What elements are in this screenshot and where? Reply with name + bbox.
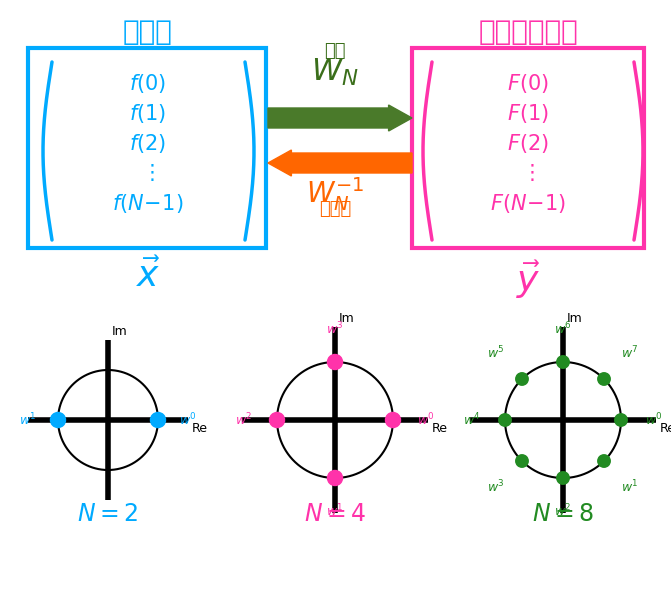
Text: $w^0$: $w^0$	[646, 412, 663, 428]
Text: $w^0$: $w^0$	[179, 412, 197, 428]
Text: $w^3$: $w^3$	[487, 478, 505, 495]
Text: $w^4$: $w^4$	[463, 412, 480, 428]
Polygon shape	[268, 105, 412, 131]
Text: $f(2)$: $f(2)$	[130, 132, 166, 155]
Text: $\vec{y}$: $\vec{y}$	[515, 258, 540, 301]
Point	[615, 415, 626, 425]
Text: $N=2$: $N=2$	[77, 503, 139, 526]
Text: $F(N\!-\!1)$: $F(N\!-\!1)$	[490, 192, 566, 215]
Bar	[412, 48, 644, 248]
Point	[388, 415, 399, 425]
Point	[272, 415, 282, 425]
Text: $W_N^{-1}$: $W_N^{-1}$	[306, 175, 364, 213]
Point	[329, 473, 340, 483]
Text: $F(1)$: $F(1)$	[507, 102, 549, 125]
Text: $f(0)$: $f(0)$	[130, 72, 166, 95]
Text: Im: Im	[339, 312, 355, 325]
Text: $\vdots$: $\vdots$	[141, 162, 155, 183]
Text: Re: Re	[660, 422, 671, 435]
Text: $w^2$: $w^2$	[554, 502, 572, 519]
Text: $F(0)$: $F(0)$	[507, 72, 549, 95]
Point	[558, 357, 568, 366]
Point	[558, 473, 568, 483]
Text: フーリエ変数: フーリエ変数	[478, 18, 578, 46]
Point	[599, 456, 609, 466]
Text: $w^1$: $w^1$	[621, 478, 639, 495]
Text: 実変数: 実変数	[123, 18, 173, 46]
Text: Re: Re	[432, 422, 448, 435]
Text: $N=4$: $N=4$	[304, 503, 366, 526]
Polygon shape	[268, 150, 412, 176]
Point	[599, 374, 609, 384]
Text: $w^6$: $w^6$	[554, 321, 572, 337]
Text: $w^0$: $w^0$	[417, 412, 435, 428]
Text: $W_N$: $W_N$	[311, 57, 359, 88]
Text: $w^3$: $w^3$	[326, 321, 344, 337]
Text: $w^1$: $w^1$	[19, 412, 37, 428]
Text: $\vdots$: $\vdots$	[521, 162, 535, 183]
Text: $w^7$: $w^7$	[621, 345, 639, 362]
Text: $w^5$: $w^5$	[487, 345, 505, 362]
Text: $w^2$: $w^2$	[236, 412, 253, 428]
Text: $\vec{x}$: $\vec{x}$	[136, 258, 160, 294]
Text: $N=8$: $N=8$	[532, 503, 594, 526]
Point	[517, 374, 527, 384]
Text: $f(1)$: $f(1)$	[130, 102, 166, 125]
Bar	[28, 48, 266, 248]
Text: $F(2)$: $F(2)$	[507, 132, 549, 155]
Point	[500, 415, 511, 425]
Text: $f(N\!-\!1)$: $f(N\!-\!1)$	[112, 192, 184, 215]
Point	[52, 415, 63, 425]
Text: Im: Im	[567, 312, 582, 325]
Text: Im: Im	[112, 325, 127, 338]
Text: $w^1$: $w^1$	[326, 502, 344, 519]
Point	[329, 357, 340, 366]
Point	[152, 415, 163, 425]
Text: Re: Re	[192, 422, 208, 435]
Point	[517, 456, 527, 466]
Text: 変換: 変換	[324, 42, 346, 60]
Text: 逆変換: 逆変換	[319, 200, 351, 218]
